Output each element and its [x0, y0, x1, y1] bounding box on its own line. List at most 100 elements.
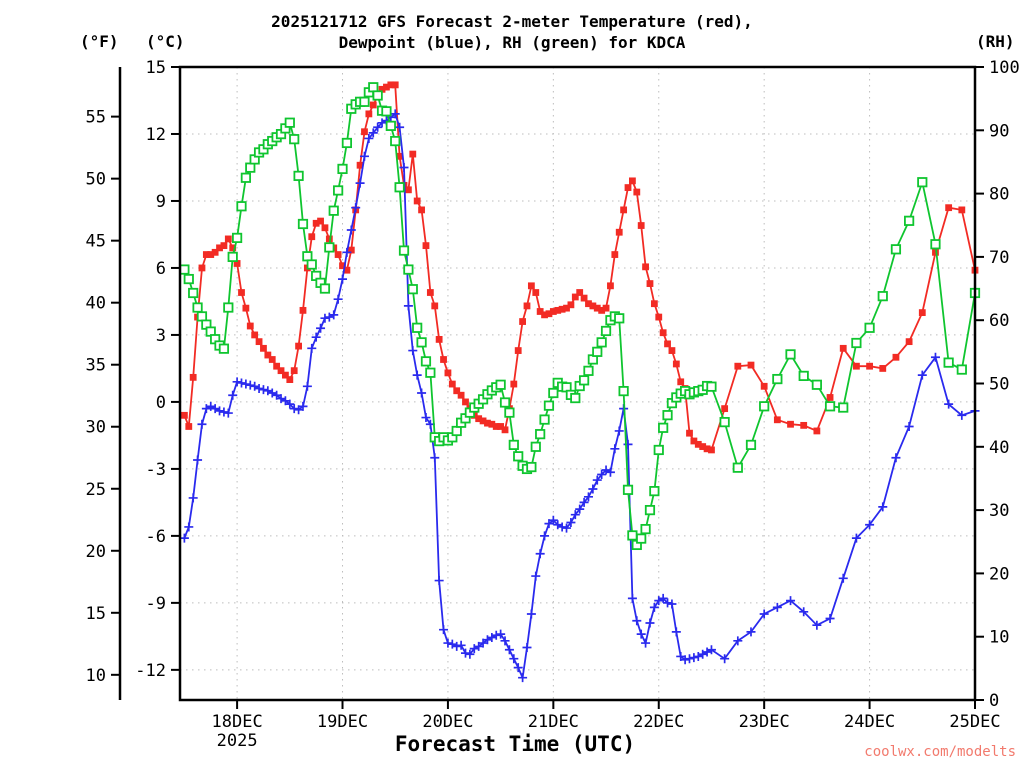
marker--meter-temperature [611, 251, 619, 258]
marker-rh [596, 337, 607, 348]
marker--meter-temperature [396, 152, 404, 160]
marker-dewpoint [289, 404, 299, 414]
celsius-tick-label: 12 [146, 125, 166, 145]
marker-rh [425, 367, 436, 378]
marker--meter-temperature [787, 420, 794, 428]
marker-rh [293, 170, 304, 181]
marker-dewpoint [904, 421, 914, 431]
x-axis-title: Forecast Time (UTC) [394, 732, 636, 756]
marker-rh [570, 392, 581, 404]
marker--meter-temperature [958, 206, 966, 214]
marker-dewpoint [689, 653, 699, 663]
marker--meter-temperature [760, 382, 768, 390]
marker-dewpoint [193, 455, 203, 465]
marker--meter-temperature [536, 308, 544, 315]
marker-rh [192, 302, 203, 313]
rh-tick-label: 70 [989, 248, 1009, 268]
fahrenheit-tick-label: 25 [86, 480, 106, 500]
marker-dewpoint [215, 406, 225, 416]
marker-dewpoint [452, 641, 462, 651]
marker--meter-temperature [554, 306, 562, 314]
marker--meter-temperature [448, 380, 456, 388]
marker-rh [284, 117, 295, 128]
marker--meter-temperature [312, 219, 320, 227]
fahrenheit-tick-label: 20 [86, 542, 106, 562]
marker-rh [811, 379, 822, 390]
marker--meter-temperature [277, 367, 285, 375]
marker-dewpoint [693, 651, 703, 661]
marker-rh [289, 134, 300, 145]
marker--meter-temperature [602, 304, 610, 312]
marker--meter-temperature [541, 311, 548, 319]
marker-dewpoint [465, 649, 475, 659]
marker--meter-temperature [615, 228, 623, 236]
marker--meter-temperature [457, 391, 465, 399]
celsius-tick-label: 15 [146, 58, 166, 78]
marker-rh [824, 401, 836, 412]
marker-dewpoint [671, 627, 681, 637]
marker-dewpoint [197, 419, 207, 429]
marker--meter-temperature [251, 331, 259, 339]
marker--meter-temperature [694, 440, 702, 448]
marker--meter-temperature [479, 417, 487, 425]
marker--meter-temperature [431, 302, 439, 310]
marker--meter-temperature [361, 128, 368, 136]
marker-rh [732, 462, 743, 473]
marker--meter-temperature [650, 300, 658, 308]
marker-rh [416, 337, 427, 348]
marker-dewpoint [359, 151, 369, 161]
marker--meter-temperature [686, 429, 693, 437]
marker--meter-temperature [532, 289, 540, 296]
marker--meter-temperature [655, 313, 663, 321]
rh-tick-label: 80 [989, 185, 1009, 205]
marker-dewpoint [663, 598, 673, 608]
marker--meter-temperature [571, 293, 579, 301]
marker-dewpoint [548, 515, 558, 525]
marker--meter-temperature [484, 419, 491, 427]
marker-dewpoint [583, 492, 593, 502]
marker-dewpoint [263, 386, 273, 396]
marker--meter-temperature [475, 415, 483, 423]
marker--meter-temperature [264, 351, 272, 359]
marker-dewpoint [329, 310, 339, 320]
marker--meter-temperature [334, 251, 342, 258]
rh-tick-label: 50 [989, 375, 1009, 395]
marker--meter-temperature [185, 423, 193, 430]
marker-dewpoint [799, 607, 809, 617]
x-axis-tick-label: 25DEC [949, 712, 1000, 732]
marker-rh [302, 251, 313, 262]
marker-rh [772, 373, 783, 385]
marker--meter-temperature [418, 206, 425, 214]
marker--meter-temperature [545, 310, 553, 318]
marker-dewpoint [680, 655, 690, 665]
x-axis-year-label: 2025 [217, 731, 258, 751]
marker-dewpoint [364, 133, 374, 143]
marker--meter-temperature [488, 420, 496, 428]
celsius-tick-label: 9 [156, 192, 166, 212]
marker-dewpoint [706, 645, 716, 655]
rh-tick-label: 0 [989, 691, 999, 711]
celsius-tick-label: 0 [156, 393, 166, 413]
marker-rh [394, 182, 405, 193]
marker--meter-temperature [308, 233, 316, 241]
marker-dewpoint [417, 388, 427, 398]
marker--meter-temperature [721, 405, 729, 413]
marker--meter-temperature [629, 177, 636, 185]
marker--meter-temperature [356, 161, 364, 169]
marker--meter-temperature [932, 248, 939, 256]
marker-rh [196, 311, 208, 322]
marker-dewpoint [562, 523, 572, 533]
marker--meter-temperature [734, 362, 742, 370]
marker--meter-temperature [290, 367, 298, 375]
marker-dewpoint [311, 332, 321, 342]
x-axis-tick-label: 24DEC [844, 712, 895, 732]
marker-rh [188, 287, 199, 299]
marker-rh [956, 364, 967, 375]
marker-rh [240, 172, 251, 183]
marker--meter-temperature [668, 347, 676, 354]
marker-dewpoint [298, 401, 308, 411]
rh-tick-label: 40 [989, 438, 1009, 458]
fahrenheit-tick-label: 45 [86, 232, 106, 252]
marker--meter-temperature [497, 423, 505, 430]
rh-tick-label: 10 [989, 628, 1009, 648]
